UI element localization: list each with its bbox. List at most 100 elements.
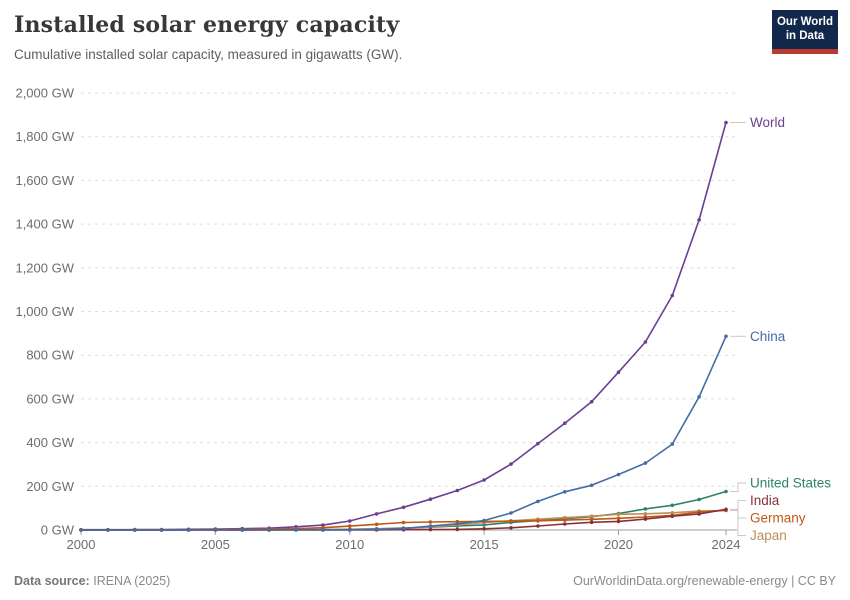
data-point-world <box>563 421 567 426</box>
y-tick-label: 1,000 GW <box>15 304 74 319</box>
owid-logo-line1: Our World <box>776 16 833 28</box>
data-point-japan <box>670 511 675 515</box>
data-point-china <box>133 528 137 532</box>
series-end-label-china[interactable]: China <box>750 329 786 344</box>
end-label-connector-japan <box>730 510 746 536</box>
series-end-label-world[interactable]: World <box>750 115 785 130</box>
data-source-value: IRENA (2025) <box>93 574 171 588</box>
x-tick-label: 2000 <box>67 537 96 552</box>
data-point-china <box>401 526 406 531</box>
data-point-united-states <box>697 497 701 502</box>
data-point-world <box>509 462 513 466</box>
data-point-china <box>509 511 513 515</box>
chart-subtitle: Cumulative installed solar capacity, mea… <box>14 47 403 62</box>
data-point-world <box>374 512 379 516</box>
data-point-china <box>374 527 379 532</box>
data-point-united-states <box>670 503 675 508</box>
data-point-china <box>482 518 486 523</box>
y-tick-label: 600 GW <box>26 391 74 406</box>
series-line-united-states[interactable] <box>79 489 728 532</box>
series-end-label-japan[interactable]: Japan <box>750 528 787 543</box>
data-point-india <box>616 519 621 524</box>
data-point-china <box>321 528 325 532</box>
end-label-connector-india <box>730 500 746 510</box>
data-point-world <box>697 218 701 222</box>
data-point-germany <box>401 520 406 525</box>
data-point-germany <box>616 516 621 521</box>
series-path-china[interactable] <box>81 335 727 531</box>
data-point-world <box>643 340 648 344</box>
data-point-china <box>240 528 245 532</box>
data-point-world <box>482 478 486 482</box>
data-point-united-states <box>643 507 648 511</box>
data-point-india <box>563 522 567 526</box>
x-tick-label: 2005 <box>201 537 230 552</box>
owid-logo[interactable]: Our World in Data <box>772 10 838 54</box>
data-point-japan <box>643 512 648 516</box>
data-point-china <box>643 461 648 465</box>
data-point-india <box>643 517 648 521</box>
data-point-india <box>670 514 675 518</box>
data-point-india <box>509 526 513 530</box>
footer-right: OurWorldinData.org/renewable-energy | CC… <box>573 574 836 588</box>
x-tick-label: 2024 <box>712 537 741 552</box>
data-point-world <box>321 523 325 527</box>
data-source-label: Data source: <box>14 574 90 588</box>
data-point-world <box>455 488 460 493</box>
y-tick-label: 2,000 GW <box>15 86 74 101</box>
data-point-china <box>186 528 191 532</box>
data-point-china <box>294 528 298 532</box>
chart-header: Installed solar energy capacity Cumulati… <box>14 12 402 62</box>
y-tick-label: 400 GW <box>26 435 74 450</box>
data-point-china <box>563 490 567 494</box>
data-point-china <box>79 528 83 532</box>
data-point-japan <box>616 512 621 517</box>
data-point-china <box>536 499 540 504</box>
data-point-india <box>697 512 701 516</box>
series-path-world[interactable] <box>81 122 727 531</box>
data-point-china <box>159 528 164 532</box>
y-tick-label: 1,200 GW <box>15 260 74 275</box>
data-point-united-states <box>724 489 728 494</box>
data-point-germany <box>428 520 433 524</box>
series-end-label-germany[interactable]: Germany <box>750 511 806 526</box>
data-point-india <box>455 527 460 532</box>
data-point-germany <box>374 522 379 527</box>
data-point-world <box>724 120 728 125</box>
series-end-label-united-states[interactable]: United States <box>750 476 831 491</box>
data-point-world <box>616 370 621 375</box>
data-point-china <box>348 528 352 532</box>
data-point-china <box>455 522 460 526</box>
y-tick-label: 800 GW <box>26 348 74 363</box>
series-end-label-india[interactable]: India <box>750 493 780 508</box>
data-point-india <box>589 520 594 525</box>
y-tick-label: 200 GW <box>26 479 74 494</box>
x-tick-label: 2015 <box>470 537 499 552</box>
footer-separator: | <box>787 574 798 588</box>
page-title: Installed solar energy capacity <box>14 12 400 38</box>
data-point-india <box>536 524 540 528</box>
data-point-germany <box>348 524 352 528</box>
data-point-germany <box>509 519 513 523</box>
data-point-india <box>724 507 728 512</box>
data-point-china <box>697 395 701 399</box>
data-point-world <box>428 497 433 502</box>
data-point-india <box>482 527 486 531</box>
data-point-world <box>589 400 594 404</box>
data-point-world <box>670 293 675 298</box>
data-point-china <box>106 528 110 532</box>
chart-footer: Data source: IRENA (2025) OurWorldinData… <box>14 574 836 588</box>
series-line-china[interactable] <box>79 334 728 532</box>
data-point-india <box>428 527 433 532</box>
data-point-china <box>589 483 594 488</box>
data-point-world <box>401 505 406 510</box>
owid-url-link[interactable]: OurWorldinData.org/renewable-energy <box>573 574 788 588</box>
data-point-china <box>267 528 271 532</box>
y-tick-label: 1,800 GW <box>15 129 74 144</box>
y-tick-label: 0 GW <box>41 523 75 538</box>
data-point-world <box>536 441 540 446</box>
data-point-china <box>724 334 728 339</box>
end-label-connector-united-states <box>730 482 746 492</box>
